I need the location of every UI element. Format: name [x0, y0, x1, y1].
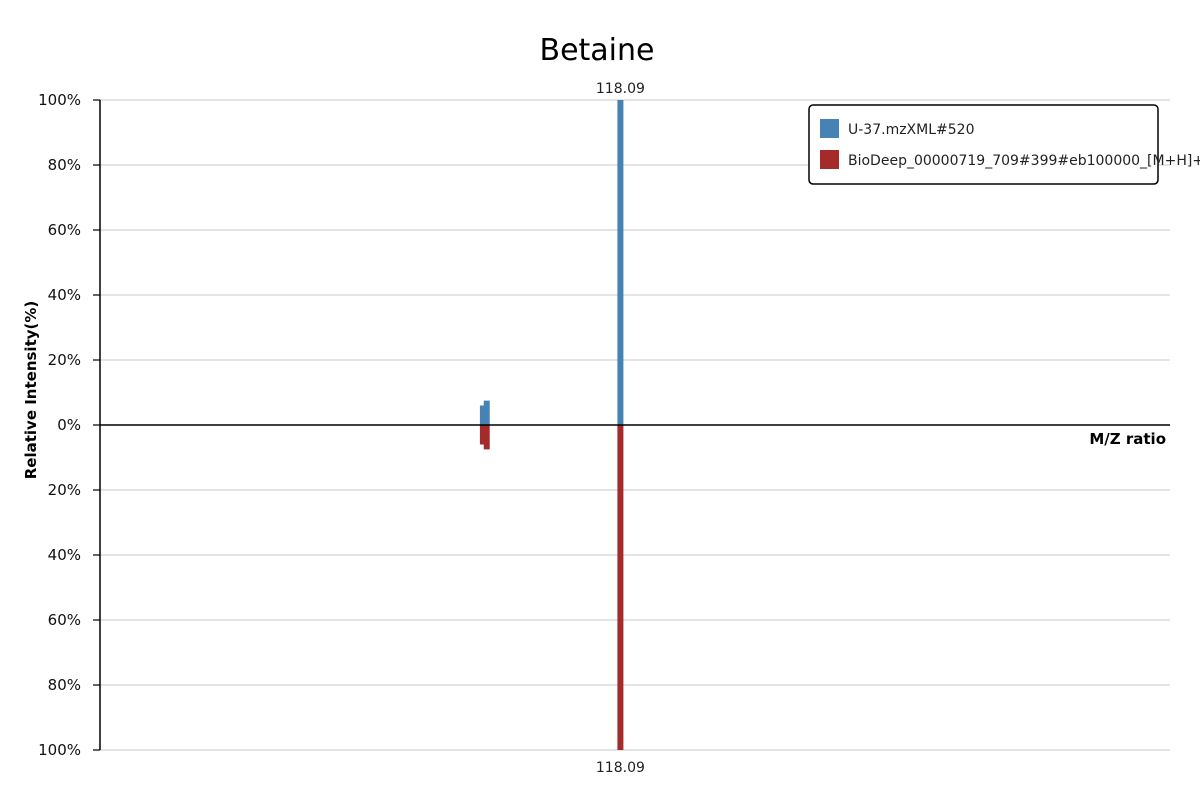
legend[interactable]: U-37.mzXML#520 BioDeep_00000719_709#399#… [808, 104, 1200, 185]
peak-label-series-1: 118.09 [596, 81, 645, 97]
peak-bar-series-1 [479, 405, 486, 425]
y-tick-label: 20% [48, 351, 81, 369]
peak-bar-series-2 [479, 425, 486, 445]
legend-swatch-series-2 [820, 150, 839, 169]
y-tick-label: 20% [48, 481, 81, 499]
y-tick-label: 60% [48, 611, 81, 629]
y-axis-ticks: 100% 80% 60% 40% 20% 0% 20% 40% 60% 80% 100% [38, 91, 100, 759]
y-tick-label: 80% [48, 156, 81, 174]
y-tick-label: 40% [48, 286, 81, 304]
peak-bar-series-1 [483, 400, 490, 425]
legend-box [808, 104, 1159, 185]
x-axis-title: M/Z ratio [1089, 430, 1166, 448]
y-axis-title: Relative Intensity(%) [22, 301, 40, 480]
peak-bar-series-1 [617, 100, 624, 425]
legend-swatch-series-1 [820, 119, 839, 138]
peak-bar-series-2 [483, 425, 490, 450]
legend-label-series-1: U-37.mzXML#520 [848, 122, 974, 138]
grid-lines [100, 99, 1170, 751]
y-tick-label: 0% [57, 416, 81, 434]
y-tick-label: 100% [38, 91, 81, 109]
y-tick-label: 100% [38, 741, 81, 759]
y-tick-label: 40% [48, 546, 81, 564]
peak-labels: 118.09 118.09 [596, 81, 645, 776]
chart-title: Betaine [540, 33, 655, 68]
peak-label-series-2: 118.09 [596, 760, 645, 776]
y-tick-label: 60% [48, 221, 81, 239]
peak-bar-series-2 [617, 425, 624, 750]
legend-label-series-2: BioDeep_00000719_709#399#eb100000_[M+H]+ [848, 153, 1200, 169]
spectrum-bars [479, 100, 624, 750]
y-tick-label: 80% [48, 676, 81, 694]
